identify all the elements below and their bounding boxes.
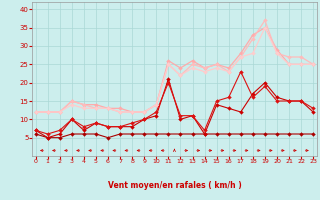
X-axis label: Vent moyen/en rafales ( km/h ): Vent moyen/en rafales ( km/h ) — [108, 181, 241, 190]
